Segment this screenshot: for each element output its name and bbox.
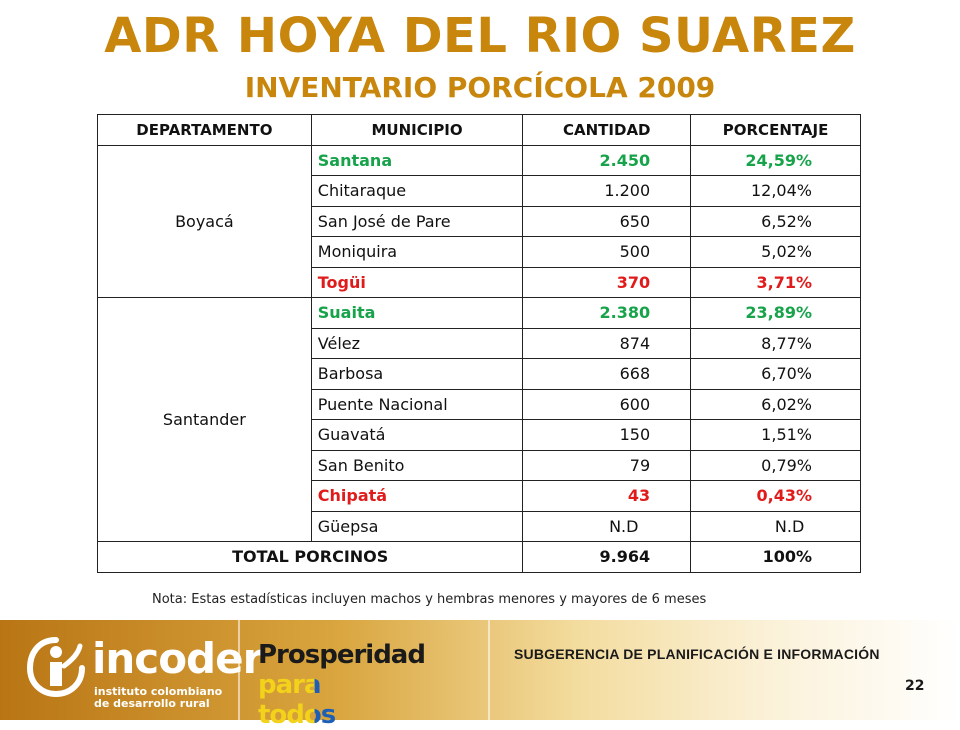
cell-municipio: Suaita [310,297,524,329]
cell-porcentaje: N.D [690,510,861,542]
table-row: Güepsa N.D N.D [98,510,861,542]
incoder-logo-subtitle: instituto colombiano de desarrollo rural [94,686,222,710]
header-porcentaje: PORCENTAJE [690,114,861,146]
logo-sub-line-2: de desarrollo rural [94,697,210,710]
cell-departamento: Santander [97,297,312,542]
incoder-logo-text: incoder [92,634,263,683]
cell-cantidad: 600 [522,388,692,420]
cell-municipio: Güepsa [310,510,524,542]
cell-cantidad: 2.450 [522,144,692,176]
table-row: Moniquira 500 5,02% [98,236,861,268]
table-row: San Benito 79 0,79% [98,449,861,481]
cell-cantidad: 1.200 [522,175,692,207]
cell-municipio: Vélez [310,327,524,359]
cell-municipio: San José de Pare [310,205,524,237]
prosperidad-logo: Prosperidad para todos [258,640,426,730]
cell-cantidad: 79 [522,449,692,481]
table-row: Barbosa 668 6,70% [98,358,861,390]
slide-subtitle: INVENTARIO PORCÍCOLA 2009 [244,71,716,104]
slide-title: ADR HOYA DEL RIO SUAREZ [104,8,856,64]
cell-municipio: Santana [310,144,524,176]
cell-cantidad: N.D [522,510,692,542]
cell-porcentaje: 23,89% [690,297,861,329]
cell-cantidad: 150 [522,419,692,451]
table-body: Boyacá Santana 2.450 24,59% Chitaraque 1.200 1… [96,144,861,573]
cell-porcentaje: 3,71% [690,266,861,298]
cell-porcentaje: 24,59% [690,144,861,176]
total-cantidad: 9.964 [522,541,692,573]
cell-municipio: San Benito [310,449,524,481]
cell-cantidad: 650 [522,205,692,237]
cell-porcentaje: 0,79% [690,449,861,481]
cell-porcentaje: 12,04% [690,175,861,207]
table-header-row: DEPARTAMENTO MUNICIPIO CANTIDAD PORCENTA… [97,114,861,146]
table-row: Puente Nacional 600 6,02% [98,388,861,420]
cell-departamento: Boyacá [97,144,312,298]
cell-porcentaje: 1,51% [690,419,861,451]
cell-porcentaje: 6,52% [690,205,861,237]
table-row: Guavatá 150 1,51% [98,419,861,451]
logo-sub-line-1: instituto colombiano [94,685,223,698]
table-total-row: TOTAL PORCINOS 9.964 100% [96,541,861,573]
table-row: Chitaraque 1.200 12,04% [98,175,861,207]
cell-municipio: Puente Nacional [310,388,524,420]
table-row: San José de Pare 650 6,52% [98,205,861,237]
cell-porcentaje: 8,77% [690,327,861,359]
footer-band: incoder instituto colombiano de desarrol… [0,620,960,720]
cell-porcentaje: 0,43% [690,480,861,512]
table-row: Togüi 370 3,71% [98,266,861,298]
cell-porcentaje: 6,02% [690,388,861,420]
cell-cantidad: 370 [522,266,692,298]
footer-divider [238,620,240,720]
table-row: Santander Suaita 2.380 23,89% [97,297,861,542]
total-porcentaje: 100% [690,541,861,573]
cell-municipio: Chitaraque [310,175,524,207]
table-row: Boyacá Santana 2.450 24,59% [97,144,861,298]
table-row: Vélez 874 8,77% [98,327,861,359]
header-municipio: MUNICIPIO [310,114,524,146]
cell-porcentaje: 5,02% [690,236,861,268]
cell-municipio: Chipatá [310,480,524,512]
cell-cantidad: 2.380 [522,297,692,329]
table-row: Chipatá 43 0,43% [98,480,861,512]
cell-municipio: Moniquira [310,236,524,268]
cell-cantidad: 874 [522,327,692,359]
cell-cantidad: 500 [522,236,692,268]
inventory-table: DEPARTAMENTO MUNICIPIO CANTIDAD PORCENTA… [96,114,861,573]
cell-municipio: Guavatá [310,419,524,451]
cell-cantidad: 668 [522,358,692,390]
cell-municipio: Barbosa [310,358,524,390]
cell-porcentaje: 6,70% [690,358,861,390]
slogan-line-1: Prosperidad [258,640,426,670]
header-cantidad: CANTIDAD [522,114,692,146]
header-departamento: DEPARTAMENTO [97,114,312,146]
incoder-logo-icon [26,637,85,698]
footer-divider [488,620,490,720]
total-label: TOTAL PORCINOS [96,541,524,573]
table-note: Nota: Estas estadísticas incluyen machos… [152,592,707,607]
cell-municipio: Togüi [310,266,524,298]
page-number: 22 [905,678,925,694]
subgerencia-label: SUBGERENCIA DE PLANIFICACIÓN E INFORMACI… [514,646,880,662]
slogan-line-2: para todos [258,670,384,730]
cell-cantidad: 43 [522,480,692,512]
